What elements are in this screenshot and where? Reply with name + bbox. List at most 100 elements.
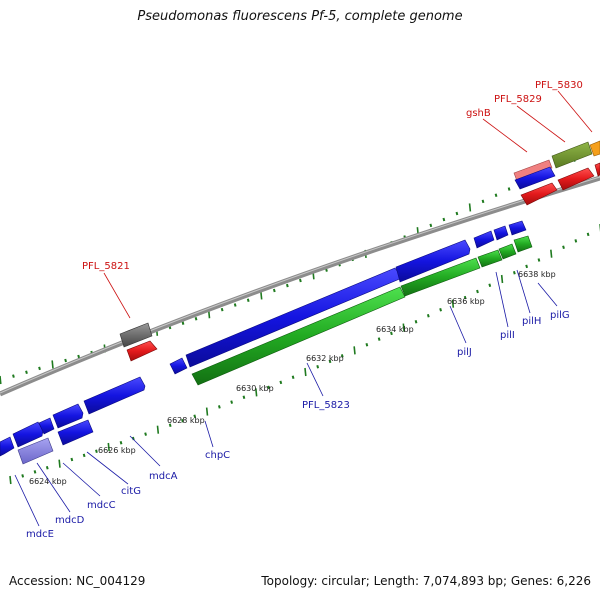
tick-mark xyxy=(455,211,459,216)
tick-mark xyxy=(267,385,270,390)
gene-label-pilG[interactable]: pilG xyxy=(550,310,570,321)
tick-mark xyxy=(426,314,430,318)
forward-strand-features xyxy=(0,220,527,457)
tick-mark xyxy=(481,199,485,204)
tick-mark xyxy=(562,245,565,250)
tick-mark xyxy=(291,375,295,379)
tick-mark xyxy=(353,346,356,355)
red-feature xyxy=(520,182,558,206)
tick-mark xyxy=(95,449,98,453)
gene-label-PFL_5821[interactable]: PFL_5821 xyxy=(82,261,130,272)
scale-label: 6626 kbp xyxy=(98,446,136,455)
gene-label-mdcE[interactable]: mdcE xyxy=(26,529,54,540)
gene-label-pilH[interactable]: pilH xyxy=(522,316,541,327)
tick-mark xyxy=(21,474,25,478)
cds-feature xyxy=(17,437,54,465)
tick-mark xyxy=(51,360,54,369)
tick-mark xyxy=(328,359,332,364)
tick-mark xyxy=(316,364,320,369)
tick-mark xyxy=(494,193,498,197)
tick-mark xyxy=(82,453,86,458)
label-leader-lines xyxy=(14,90,593,527)
tick-mark xyxy=(205,407,209,416)
orange-feature xyxy=(589,140,600,157)
cds-feature xyxy=(52,403,84,429)
scale-label: 6632 kbp xyxy=(306,354,344,363)
cds-feature xyxy=(400,257,481,297)
genome-backbone xyxy=(0,175,600,397)
tick-mark xyxy=(119,440,123,445)
tick-mark xyxy=(58,459,61,468)
inner-tick-row xyxy=(9,224,600,485)
tick-mark xyxy=(340,354,344,358)
tick-mark xyxy=(12,374,15,378)
cds-feature xyxy=(395,239,471,283)
accession-text: Accession: NC_004129 xyxy=(9,574,146,588)
gene-label-pilI[interactable]: pilI xyxy=(500,330,515,341)
reverse-strand-features xyxy=(17,235,533,465)
gene-label-PFL_5823[interactable]: PFL_5823 xyxy=(302,400,350,411)
tick-mark xyxy=(279,380,283,385)
tick-mark xyxy=(550,249,553,258)
tick-mark xyxy=(9,475,12,485)
tick-mark xyxy=(488,283,492,288)
tick-mark xyxy=(38,366,41,371)
tick-mark xyxy=(586,232,590,237)
scale-labels: 6624 kbp 6626 kbp 6628 kbp 6630 kbp 6632… xyxy=(29,270,556,486)
tick-mark xyxy=(77,354,81,359)
tick-mark xyxy=(181,419,184,423)
cds-feature xyxy=(38,417,55,435)
tick-mark xyxy=(429,223,433,228)
tick-mark xyxy=(246,298,250,303)
tick-mark xyxy=(144,432,147,436)
cds-feature xyxy=(498,243,517,260)
tick-mark xyxy=(168,423,172,428)
tick-mark xyxy=(451,299,455,308)
scale-label: 6634 kbp xyxy=(376,325,414,334)
gene-label-mdcA[interactable]: mdcA xyxy=(149,471,178,482)
tick-mark xyxy=(390,331,393,336)
cds-feature xyxy=(57,419,94,446)
right-feature-cluster xyxy=(513,140,600,206)
gene-label-pilJ[interactable]: pilJ xyxy=(457,347,472,358)
gene-label-gshB[interactable]: gshB xyxy=(466,108,491,119)
tick-mark xyxy=(537,258,541,262)
tick-mark xyxy=(45,466,49,470)
cds-feature xyxy=(514,166,556,190)
cds-feature xyxy=(185,267,403,368)
tick-mark xyxy=(402,323,405,332)
cds-feature xyxy=(12,421,44,448)
cds-feature xyxy=(0,436,15,457)
gene-label-PFL_5829[interactable]: PFL_5829 xyxy=(494,94,542,105)
map-title: Pseudomonas fluorescens Pf-5, complete g… xyxy=(137,9,463,24)
tick-mark xyxy=(414,319,418,324)
gene-label-citG[interactable]: citG xyxy=(121,486,141,497)
tick-mark xyxy=(304,367,307,377)
tick-mark xyxy=(233,303,237,307)
tick-mark xyxy=(181,321,185,325)
tick-mark xyxy=(377,337,381,341)
gene-label-mdcC[interactable]: mdcC xyxy=(87,500,116,511)
tick-mark xyxy=(260,291,263,300)
scale-label: 6628 kbp xyxy=(167,416,205,425)
tick-mark xyxy=(365,343,369,347)
tick-mark xyxy=(217,405,221,409)
cds-feature xyxy=(169,357,188,375)
tick-mark xyxy=(64,358,67,363)
cds-feature xyxy=(513,235,533,253)
tick-mark xyxy=(230,400,234,404)
tick-mark xyxy=(255,388,258,397)
gene-labels: mdcE mdcD mdcC citG mdcA chpC PFL_5823 p… xyxy=(26,80,583,540)
scale-label: 6630 kbp xyxy=(236,384,274,393)
cds-feature xyxy=(473,230,495,249)
red-feature xyxy=(126,340,158,362)
gene-label-PFL_5830[interactable]: PFL_5830 xyxy=(535,80,583,91)
tick-mark xyxy=(512,270,516,275)
gene-label-chpC[interactable]: chpC xyxy=(205,450,230,461)
tick-mark xyxy=(299,278,302,283)
cds-feature xyxy=(191,286,406,386)
cds-feature xyxy=(493,225,509,241)
tick-mark xyxy=(285,283,289,288)
gene-label-mdcD[interactable]: mdcD xyxy=(55,515,85,526)
